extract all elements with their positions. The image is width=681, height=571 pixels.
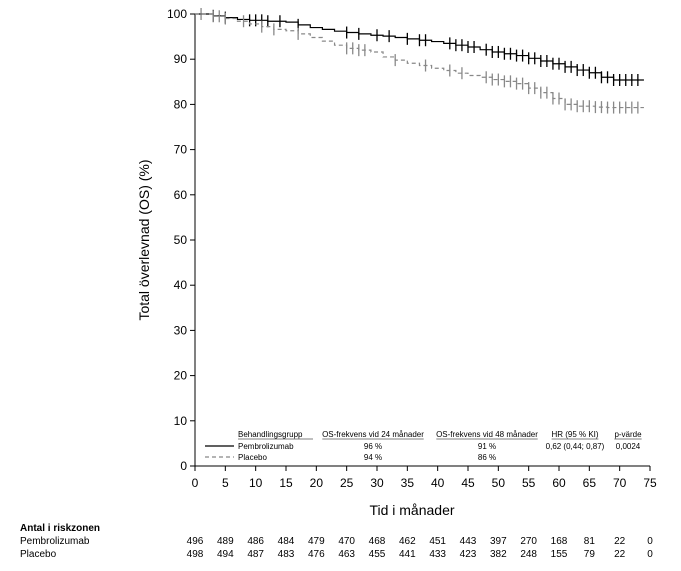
risk-value: 494 [216, 549, 234, 560]
risk-value: 433 [429, 549, 446, 560]
risk-value: 397 [489, 536, 507, 547]
risk-value: 483 [277, 549, 295, 560]
risk-value: 270 [520, 536, 537, 547]
risk-value: 462 [398, 536, 416, 547]
x-tick-label: 10 [249, 476, 263, 490]
y-tick-label: 50 [174, 233, 188, 247]
risk-value: 496 [186, 536, 204, 547]
legend-header: OS-frekvens vid 24 månader [322, 430, 424, 439]
risk-value: 155 [550, 549, 568, 560]
risk-value: 22 [614, 536, 626, 547]
y-tick-label: 90 [174, 52, 188, 66]
risk-value: 455 [368, 549, 386, 560]
x-tick-label: 40 [431, 476, 445, 490]
risk-row-label-placebo: Placebo [20, 549, 57, 560]
y-tick-label: 0 [180, 459, 187, 473]
risk-value: 443 [459, 536, 477, 547]
x-tick-label: 45 [461, 476, 475, 490]
legend-cell: 86 % [478, 453, 496, 462]
risk-value: 468 [368, 536, 386, 547]
risk-value: 81 [583, 536, 595, 547]
x-tick-label: 60 [552, 476, 566, 490]
x-tick-label: 65 [583, 476, 597, 490]
x-tick-label: 0 [192, 476, 199, 490]
y-axis-label: Total överlevnad (OS) (%) [136, 159, 152, 320]
risk-value: 451 [429, 536, 446, 547]
risk-value: 487 [247, 549, 264, 560]
km-chart: 0 10 20 30 40 50 60 70 80 90 100 0 5 10 15 20 25 30 35 40 45… [136, 7, 657, 518]
x-tick-label: 35 [401, 476, 415, 490]
axes: 0 10 20 30 40 50 60 70 80 90 100 0 5 10 15 20 25 30 35 40 45… [167, 7, 657, 490]
risk-value: 486 [247, 536, 264, 547]
risk-value: 423 [459, 549, 477, 560]
risk-value: 498 [186, 549, 204, 560]
risk-value: 382 [489, 549, 507, 560]
x-axis-label: Tid i månader [369, 502, 454, 518]
legend-header: Behandlingsgrupp [238, 430, 303, 439]
y-tick-label: 20 [174, 369, 188, 383]
risk-row-label-pembrolizumab: Pembrolizumab [20, 536, 90, 547]
risk-value: 0 [647, 536, 653, 547]
legend-table: Behandlingsgrupp OS-frekvens vid 24 månad… [205, 430, 642, 462]
risk-value: 470 [338, 536, 355, 547]
risk-value: 79 [583, 549, 595, 560]
x-tick-label: 20 [310, 476, 324, 490]
legend-cell: 94 % [364, 453, 382, 462]
x-tick-label: 75 [643, 476, 657, 490]
risk-table-title: Antal i riskzonen [20, 523, 101, 534]
risk-value: 441 [398, 549, 416, 560]
risk-value: 479 [307, 536, 325, 547]
legend-cell: Placebo [238, 453, 267, 462]
risk-value: 489 [216, 536, 234, 547]
legend-cell: Pembrolizumab [238, 442, 294, 451]
x-tick-label: 50 [492, 476, 506, 490]
y-tick-label: 30 [174, 323, 188, 337]
legend-cell: 91 % [478, 442, 496, 451]
legend-header: p-värde [614, 430, 642, 439]
y-tick-label: 80 [174, 97, 188, 111]
legend-cell: 0,0024 [616, 442, 641, 451]
risk-value: 168 [550, 536, 568, 547]
x-tick-label: 5 [222, 476, 229, 490]
risk-value: 248 [520, 549, 537, 560]
x-tick-label: 15 [279, 476, 293, 490]
y-tick-label: 70 [174, 143, 188, 157]
x-tick-label: 25 [340, 476, 354, 490]
risk-value: 463 [338, 549, 355, 560]
y-tick-label: 100 [167, 7, 187, 21]
x-tick-label: 70 [613, 476, 627, 490]
series-layer [195, 8, 644, 114]
risk-value: 476 [307, 549, 325, 560]
y-tick-label: 60 [174, 188, 188, 202]
risk-value: 22 [614, 549, 626, 560]
legend-header: OS-frekvens vid 48 månader [436, 430, 538, 439]
legend-header: HR (95 % KI) [551, 430, 598, 439]
y-tick-label: 40 [174, 278, 188, 292]
y-tick-label: 10 [174, 414, 188, 428]
x-tick-label: 55 [522, 476, 536, 490]
legend-cell: 0,62 (0,44; 0,87) [546, 442, 605, 451]
x-tick-label: 30 [370, 476, 384, 490]
risk-value: 484 [277, 536, 295, 547]
legend-cell: 96 % [364, 442, 382, 451]
risk-value: 0 [647, 549, 653, 560]
